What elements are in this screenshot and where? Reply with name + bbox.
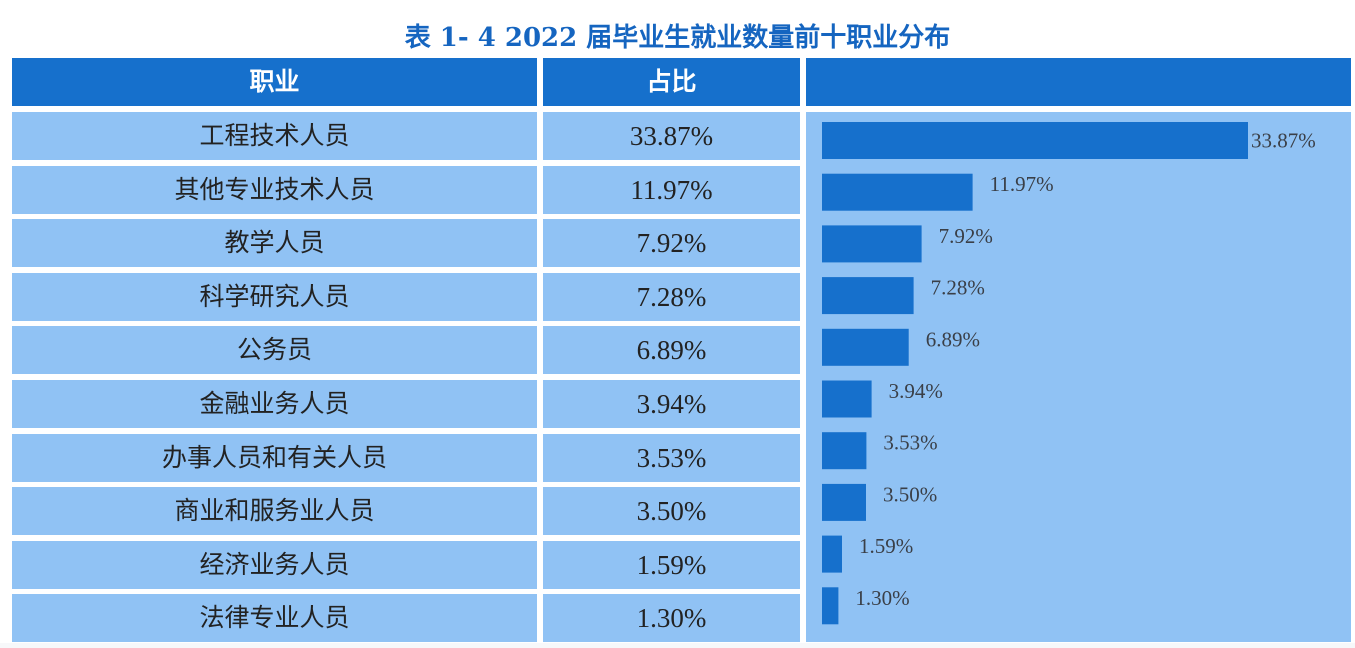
- percentage-cell: 1.30%: [543, 594, 800, 642]
- occupation-cell: 法律专业人员: [12, 594, 537, 642]
- percentage-cell: 3.94%: [543, 380, 800, 428]
- bar-chart: 33.87% 11.97% 7.92% 7.28% 6.89% 3.94% 3.53% 3.5…: [822, 122, 1316, 625]
- percentage-cell: 7.92%: [543, 219, 800, 267]
- occupation-cell: 工程技术人员: [12, 112, 537, 160]
- header-percentage: 占比: [543, 58, 800, 106]
- bar: [822, 483, 866, 521]
- bar-value-label: 7.92%: [939, 224, 993, 248]
- percentage-cell: 1.59%: [543, 541, 800, 589]
- bar: [822, 535, 842, 573]
- bar: [822, 122, 1248, 159]
- bar-value-label: 3.94%: [889, 379, 943, 403]
- occupation-cell: 商业和服务业人员: [12, 487, 537, 535]
- percentage-cell: 7.28%: [543, 273, 800, 321]
- bar: [822, 328, 909, 366]
- bar-value-label: 33.87%: [1251, 129, 1316, 153]
- occupation-cell: 经济业务人员: [12, 541, 537, 589]
- occupation-cell: 金融业务人员: [12, 380, 537, 428]
- percentage-cell: 11.97%: [543, 166, 800, 214]
- bar-chart-panel: 33.87% 11.97% 7.92% 7.28% 6.89% 3.94% 3.53% 3.5…: [806, 112, 1351, 642]
- percentage-cell: 33.87%: [543, 112, 800, 160]
- percentage-cell: 6.89%: [543, 326, 800, 374]
- bar-value-label: 3.50%: [883, 482, 937, 506]
- bar: [822, 432, 867, 470]
- bar-value-label: 11.97%: [990, 172, 1054, 196]
- bar: [822, 225, 922, 263]
- bottom-strip: [0, 643, 1355, 648]
- occupation-cell: 科学研究人员: [12, 273, 537, 321]
- percentage-cell: 3.50%: [543, 487, 800, 535]
- bar: [822, 277, 914, 315]
- header-chart: [806, 58, 1351, 106]
- bar-value-label: 7.28%: [931, 276, 985, 300]
- table-title: 表 1- 4 2022 届毕业生就业数量前十职业分布: [404, 23, 951, 53]
- bar-value-label: 6.89%: [926, 327, 980, 351]
- bar: [822, 587, 839, 625]
- occupation-cell: 教学人员: [12, 219, 537, 267]
- bar: [822, 380, 872, 418]
- bar-value-label: 1.59%: [859, 534, 913, 558]
- occupation-cell: 公务员: [12, 326, 537, 374]
- header-occupation: 职业: [12, 58, 537, 106]
- occupation-cell: 其他专业技术人员: [12, 166, 537, 214]
- bar-value-label: 3.53%: [883, 431, 937, 455]
- occupation-cell: 办事人员和有关人员: [12, 434, 537, 482]
- bar-value-label: 1.30%: [855, 586, 909, 610]
- percentage-cell: 3.53%: [543, 434, 800, 482]
- bar: [822, 173, 973, 211]
